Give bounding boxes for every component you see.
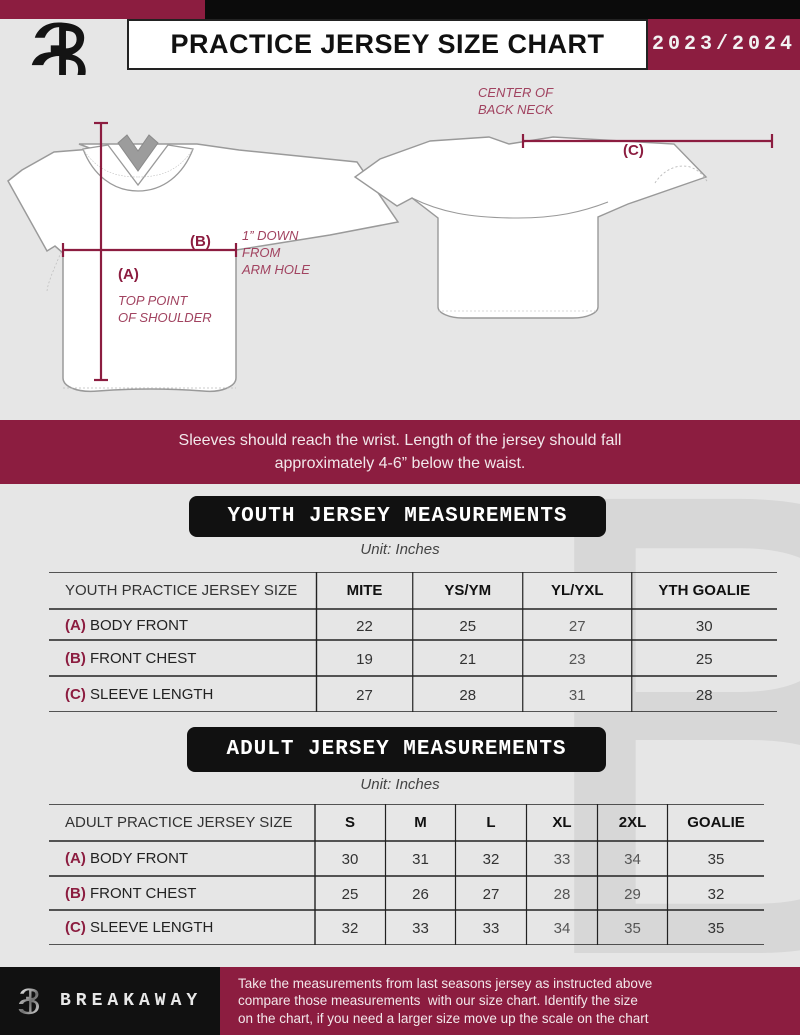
svg-text:OF SHOULDER: OF SHOULDER [118, 310, 212, 325]
svg-text:(C): (C) [623, 142, 644, 159]
svg-text:ARM HOLE: ARM HOLE [241, 262, 310, 277]
svg-text:(A): (A) [118, 266, 139, 283]
svg-text:TOP POINT: TOP POINT [118, 293, 188, 308]
svg-text:BACK NECK: BACK NECK [478, 102, 554, 117]
svg-text:(B): (B) [190, 233, 211, 250]
svg-text:FROM: FROM [242, 245, 280, 260]
svg-text:1” DOWN: 1” DOWN [242, 228, 299, 243]
svg-text:CENTER OF: CENTER OF [478, 85, 554, 100]
